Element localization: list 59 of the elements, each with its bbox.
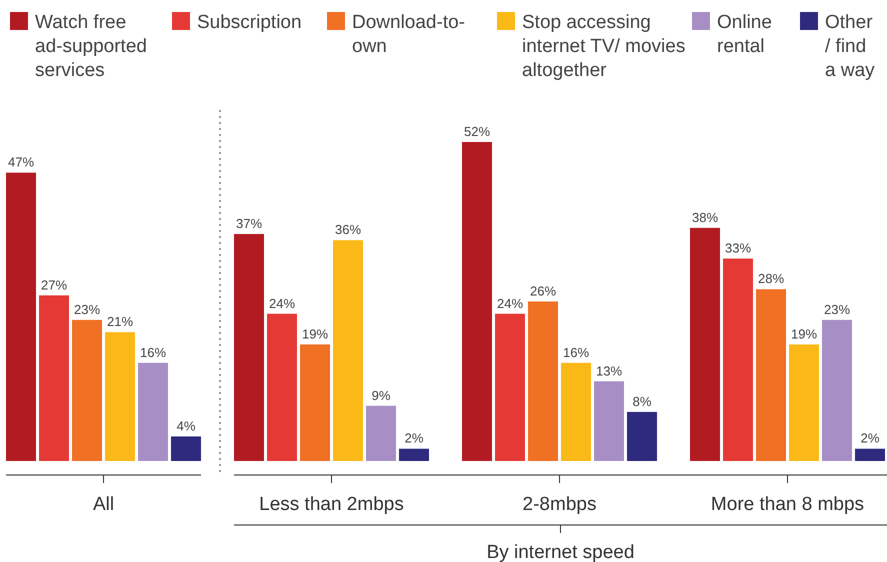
data-label: 13% bbox=[596, 363, 622, 378]
data-label: 23% bbox=[74, 302, 100, 317]
x-tick-label: All bbox=[92, 494, 114, 515]
data-label: 27% bbox=[40, 277, 68, 292]
data-label: 38% bbox=[692, 210, 718, 225]
legend-label: Online rental bbox=[717, 12, 772, 57]
legend-label: Watch free ad-supported services bbox=[35, 12, 147, 81]
data-label: 47% bbox=[8, 154, 34, 170]
bar bbox=[333, 240, 363, 461]
bar bbox=[234, 234, 264, 461]
data-label: 4% bbox=[176, 418, 196, 434]
bar bbox=[138, 362, 168, 461]
bar bbox=[267, 314, 297, 461]
bar bbox=[690, 228, 720, 461]
x-tick-label: 2-8mbps bbox=[522, 494, 596, 515]
data-label: 37% bbox=[236, 216, 262, 232]
data-label: 24% bbox=[268, 296, 296, 311]
data-label: 19% bbox=[302, 326, 328, 342]
data-label: 16% bbox=[140, 344, 166, 360]
bar bbox=[495, 314, 525, 461]
bar bbox=[462, 142, 492, 461]
data-label: 24% bbox=[496, 296, 524, 311]
data-label: 2% bbox=[404, 430, 424, 446]
bar bbox=[723, 258, 753, 461]
bar bbox=[594, 381, 624, 461]
legend-label: Subscription bbox=[197, 12, 302, 33]
data-label: 26% bbox=[530, 284, 556, 298]
bar bbox=[6, 172, 36, 461]
bar bbox=[171, 436, 201, 461]
bar bbox=[627, 412, 657, 461]
legend-label: Download-to-own bbox=[352, 12, 465, 57]
data-label: 16% bbox=[562, 344, 590, 360]
data-label: 19% bbox=[790, 326, 818, 342]
data-label: 33% bbox=[724, 240, 752, 256]
bar bbox=[300, 344, 330, 461]
bar bbox=[39, 295, 69, 461]
text: By internet speed bbox=[486, 542, 634, 562]
data-label: 2% bbox=[860, 430, 880, 446]
bar bbox=[105, 332, 135, 461]
bar bbox=[561, 362, 591, 461]
bar bbox=[399, 448, 429, 461]
data-label: 8% bbox=[632, 394, 652, 409]
data-label: 28% bbox=[758, 271, 784, 286]
bar bbox=[528, 302, 558, 461]
bar bbox=[789, 344, 819, 461]
data-label: 52% bbox=[464, 124, 490, 139]
bar bbox=[855, 448, 885, 461]
x-tick-label: More than 8 mbps bbox=[710, 494, 864, 515]
legend-label: Other / find a way bbox=[825, 12, 876, 81]
data-label: 9% bbox=[372, 388, 391, 403]
data-label: 21% bbox=[106, 314, 134, 330]
data-label: 36% bbox=[334, 222, 362, 238]
bar bbox=[366, 406, 396, 461]
legend-label: Stop accessing internet TV/ movies altogether bbox=[522, 12, 686, 81]
bar bbox=[72, 320, 102, 461]
bar bbox=[822, 320, 852, 461]
x-tick-label: Less than 2mbps bbox=[259, 494, 404, 515]
bar bbox=[756, 289, 786, 461]
data-label: 23% bbox=[824, 302, 850, 317]
